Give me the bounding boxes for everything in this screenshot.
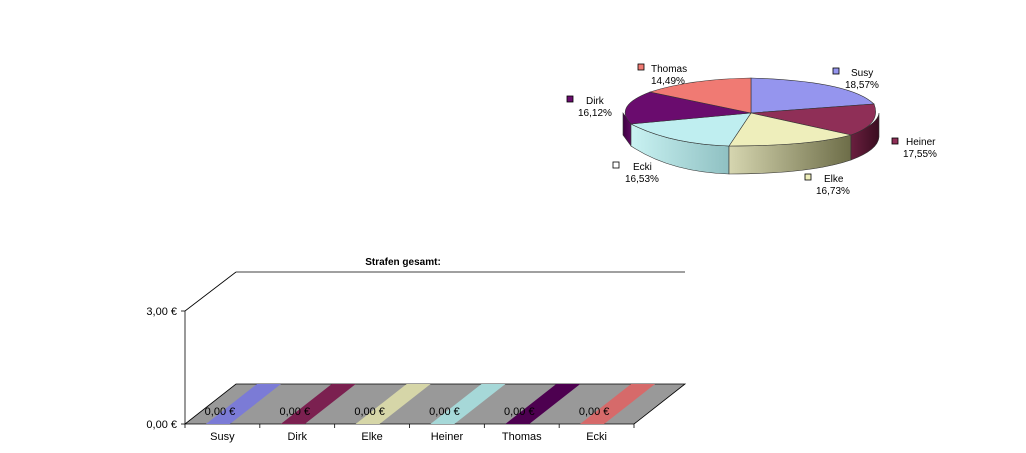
pie-slice-susy xyxy=(750,77,875,114)
category-label-susy: Susy xyxy=(210,431,235,443)
value-label-heiner: 0,00 € xyxy=(429,406,460,418)
pie-label-dirk-name: Dirk xyxy=(586,96,605,107)
category-label-thomas: Thomas xyxy=(502,431,542,443)
bar-susy xyxy=(205,384,281,424)
value-label-ecki: 0,00 € xyxy=(579,406,610,418)
x-axis-ticks xyxy=(184,424,635,428)
value-label-thomas: 0,00 € xyxy=(504,406,535,418)
legend-swatch-thomas xyxy=(637,63,645,71)
y-tick-label-0: 0,00 € xyxy=(146,419,177,431)
pie-chart: Susy 18,57% Heiner 17,55% Elke 16,73% Ec… xyxy=(566,63,937,197)
pie-sides xyxy=(622,112,880,175)
x-axis-labels: Susy Dirk Elke Heiner Thomas Ecki xyxy=(210,431,607,443)
value-label-susy: 0,00 € xyxy=(205,406,236,418)
pie-label-thomas: Thomas 14,49% xyxy=(637,63,687,87)
legend-swatch-elke xyxy=(804,173,812,181)
bar-chart: Strafen gesamt: 3,00 € 0,00 € Susy Dirk El… xyxy=(146,257,687,443)
bar-elke xyxy=(355,384,431,424)
legend-swatch-ecki xyxy=(612,161,620,169)
pie-slice-elke xyxy=(728,112,852,147)
pie-label-heiner-pct: 17,55% xyxy=(903,149,937,160)
y-axis: 3,00 € 0,00 € xyxy=(146,306,185,431)
bar-heiner xyxy=(430,384,506,424)
pie-label-ecki-name: Ecki xyxy=(633,162,652,173)
bar-ecki xyxy=(580,384,656,424)
legend-swatch-dirk xyxy=(566,95,574,103)
y-tick-label-3: 3,00 € xyxy=(146,306,177,318)
pie-label-susy-pct: 18,57% xyxy=(845,80,879,91)
value-label-dirk: 0,00 € xyxy=(280,406,311,418)
pie-label-heiner: Heiner 17,55% xyxy=(891,137,937,160)
category-label-elke: Elke xyxy=(361,431,382,443)
category-label-ecki: Ecki xyxy=(586,431,607,443)
category-label-heiner: Heiner xyxy=(431,431,464,443)
pie-label-heiner-name: Heiner xyxy=(906,137,936,148)
pie-label-ecki: Ecki 16,53% xyxy=(612,161,659,185)
pie-label-ecki-pct: 16,53% xyxy=(625,174,659,185)
value-label-elke: 0,00 € xyxy=(354,406,385,418)
bar-chart-frame xyxy=(184,271,685,424)
bar-dirk xyxy=(280,384,356,424)
pie-label-elke-name: Elke xyxy=(824,174,844,185)
pie-label-dirk-pct: 16,12% xyxy=(578,108,612,119)
pie-label-susy-name: Susy xyxy=(851,68,873,79)
pie-label-susy: Susy 18,57% xyxy=(832,67,879,91)
legend-swatch-heiner xyxy=(891,137,899,145)
pie-label-thomas-pct: 14,49% xyxy=(651,76,685,87)
bar-thomas xyxy=(505,384,581,424)
category-label-dirk: Dirk xyxy=(287,431,307,443)
side-top-edge xyxy=(184,271,237,312)
pie-label-elke-pct: 16,73% xyxy=(816,186,850,197)
pie-slice-thomas xyxy=(648,77,752,114)
data-labels: 0,00 € 0,00 € 0,00 € 0,00 € 0,00 € 0,00 € xyxy=(205,406,610,418)
pie-label-thomas-name: Thomas xyxy=(651,64,687,75)
bar-chart-title: Strafen gesamt: xyxy=(365,257,441,268)
pie-label-elke: Elke 16,73% xyxy=(804,173,850,197)
pie-label-dirk: Dirk 16,12% xyxy=(566,95,612,119)
bar-series xyxy=(205,384,656,424)
legend-swatch-susy xyxy=(832,67,840,75)
